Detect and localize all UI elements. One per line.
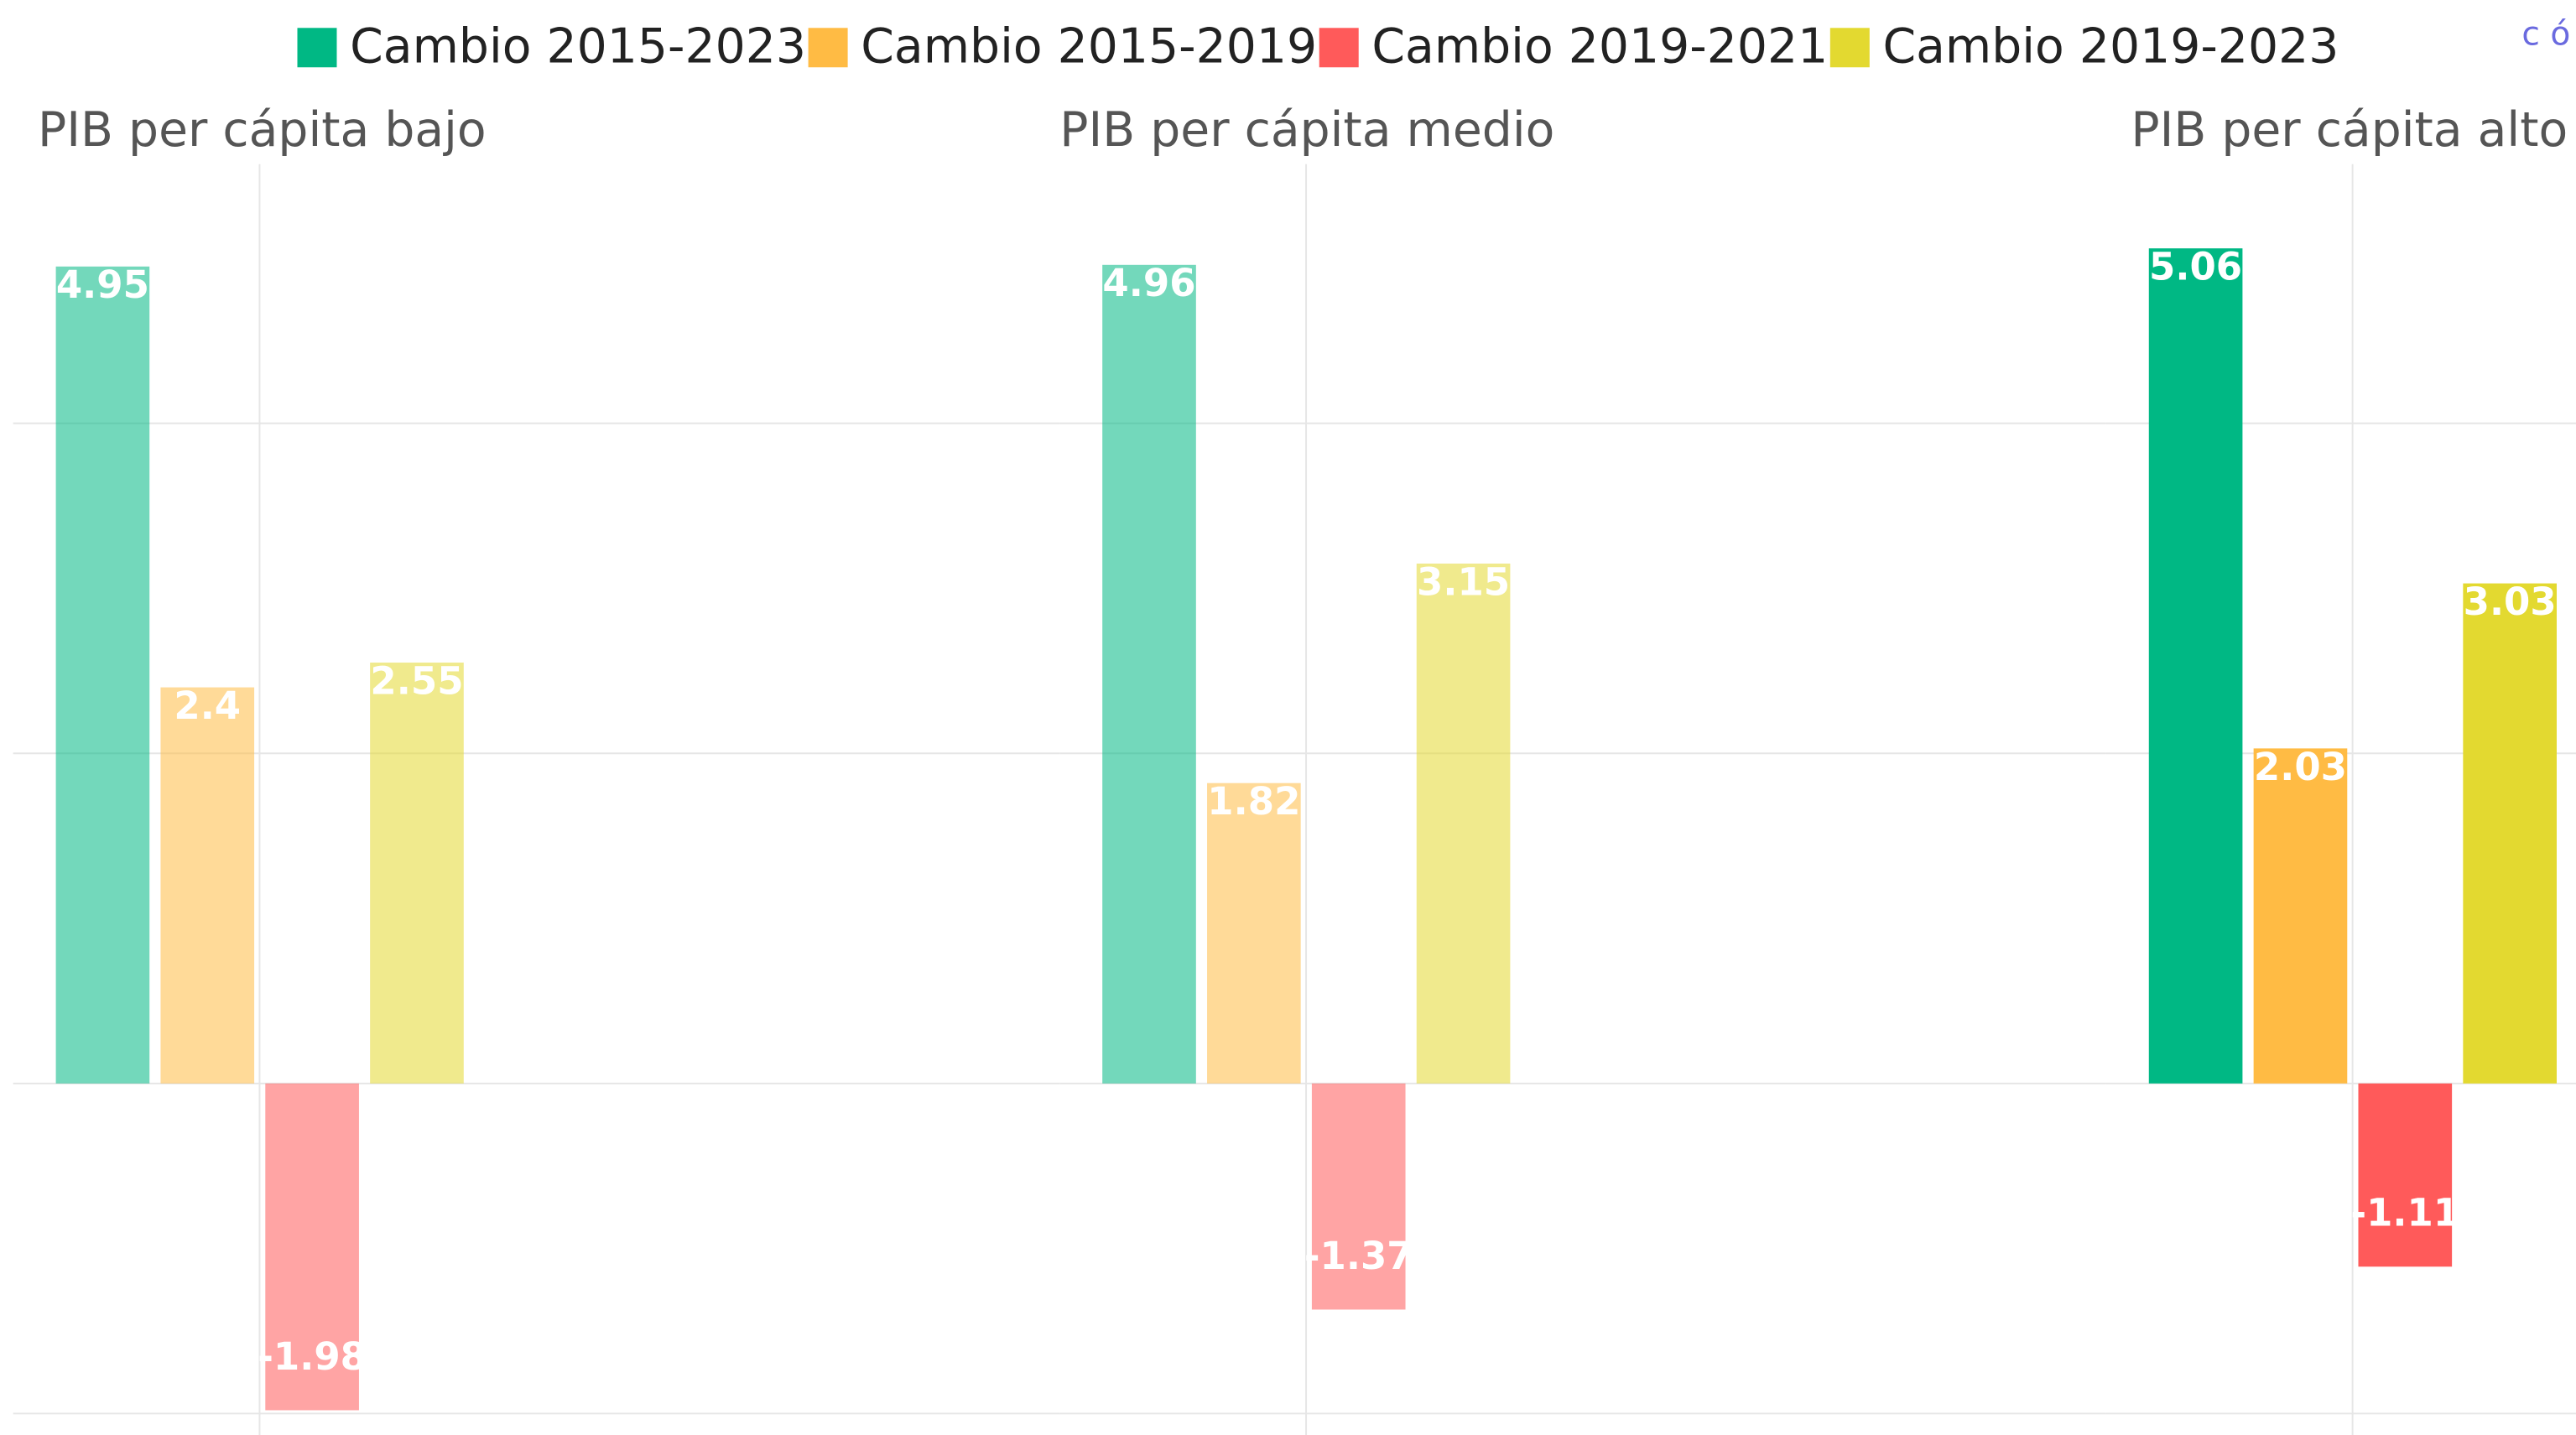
legend-text: Cambio 2015-2019 <box>861 18 1317 74</box>
value-label: -1.11 <box>2350 1191 2459 1235</box>
value-label: 2.4 <box>174 684 241 728</box>
value-label: 2.03 <box>2254 745 2347 789</box>
value-label: 4.95 <box>56 263 149 307</box>
bar <box>1416 563 1511 1084</box>
bar <box>2148 248 2243 1084</box>
bar <box>1311 1083 1406 1310</box>
bar <box>55 266 150 1084</box>
bar <box>160 687 255 1084</box>
panel: PIB per cápita medio 4.96 1.82 -1.37 3.15 <box>1059 102 2106 1435</box>
legend-swatch <box>297 28 337 68</box>
bar <box>2253 748 2348 1084</box>
value-label: 3.15 <box>1417 559 1510 604</box>
panel-title: PIB per cápita alto <box>2131 102 2568 158</box>
value-label: 5.06 <box>2149 245 2242 289</box>
value-label: 2.55 <box>370 659 463 704</box>
legend-text: Cambio 2015-2023 <box>350 18 806 74</box>
legend-text: Cambio 2019-2021 <box>1371 18 1828 74</box>
legend-text: Cambio 2019-2023 <box>1882 18 2339 74</box>
bar <box>2358 1083 2453 1267</box>
bar <box>265 1083 359 1411</box>
bar <box>370 663 464 1084</box>
bar <box>2463 583 2557 1084</box>
panel: PIB per cápita bajo 4.95 2.4 -1.98 2.55 <box>13 102 1060 1435</box>
panel: PIB per cápita alto 5.06 2.03 -1.11 3.03 <box>2105 102 2576 1435</box>
panel-title: PIB per cápita medio <box>1059 102 1554 158</box>
legend-swatch <box>808 28 848 68</box>
value-label: -1.37 <box>1304 1234 1413 1278</box>
value-label: 3.03 <box>2464 580 2557 624</box>
bar <box>1207 782 1301 1084</box>
legend-swatch <box>1829 28 1870 68</box>
value-label: -1.98 <box>258 1334 367 1379</box>
value-label: 1.82 <box>1207 779 1300 824</box>
corner-text: c ó <box>2521 16 2570 54</box>
legend-swatch <box>1319 28 1359 68</box>
panel-title: PIB per cápita bajo <box>38 102 487 158</box>
value-label: 4.96 <box>1102 261 1195 305</box>
bar <box>1102 264 1196 1084</box>
